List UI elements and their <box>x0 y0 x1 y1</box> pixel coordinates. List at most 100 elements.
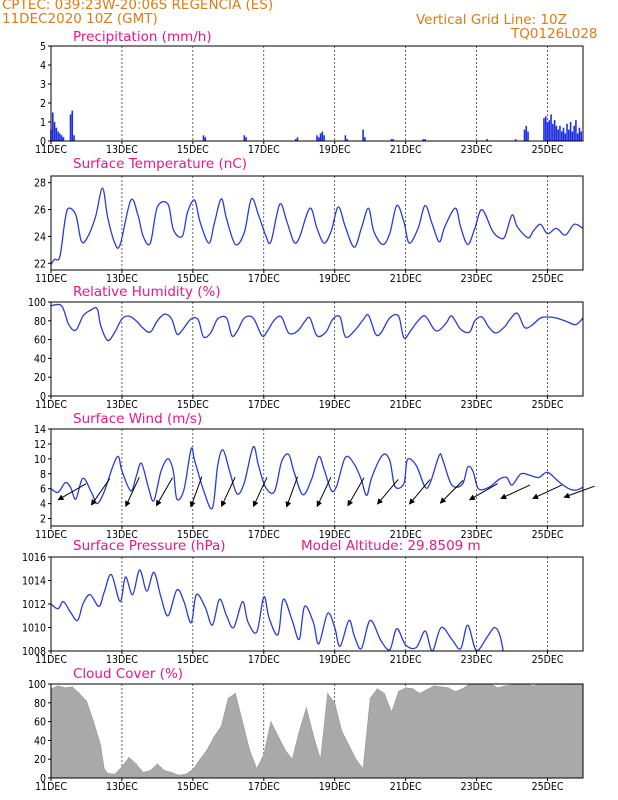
precip-bar <box>544 116 547 141</box>
relative-humidity-xtick-label: 23DEC <box>461 399 493 411</box>
wind-arrow <box>316 476 332 508</box>
precip-bar <box>523 129 526 141</box>
surface-wind-xtick-label: 25DEC <box>532 529 564 541</box>
surface-pressure-xtick-label: 19DEC <box>319 654 351 666</box>
surface-wind-ytick-label: 12 <box>34 439 46 451</box>
relative-humidity-ytick-label: 100 <box>28 297 46 309</box>
cloud-cover-xtick-label: 19DEC <box>319 781 351 793</box>
cloud-cover-point <box>100 744 102 746</box>
cloud-cover-point <box>185 773 187 775</box>
relative-humidity-xtick-label: 13DEC <box>106 399 138 411</box>
relative-humidity-xtick-label: 25DEC <box>532 399 564 411</box>
cloud-cover-xtick-label: 13DEC <box>106 781 138 793</box>
surface-wind-xtick-label: 23DEC <box>461 529 493 541</box>
header-grid-note: Vertical Grid Line: 10Z <box>416 12 567 28</box>
precip-bar <box>392 139 395 141</box>
surface-wind-xtick-label: 19DEC <box>319 529 351 541</box>
precipitation-xtick-label: 17DEC <box>248 144 280 156</box>
cloud-cover-point <box>220 725 222 727</box>
surface-temperature-xtick-label: 23DEC <box>461 273 493 285</box>
precip-bar <box>486 139 489 141</box>
cloud-cover-point <box>227 697 229 699</box>
precip-bar <box>294 139 297 141</box>
cloud-cover-point <box>142 771 144 773</box>
wind-arrow <box>285 476 299 508</box>
cloud-cover-point <box>291 758 293 760</box>
cloud-cover-point <box>405 687 407 689</box>
relative-humidity-ytick-label: 20 <box>34 372 46 384</box>
precipitation-ytick-label: 1 <box>40 117 46 129</box>
cloud-cover-ytick-label: 0 <box>40 773 46 785</box>
precipitation-title: Precipitation (mm/h) <box>73 29 212 45</box>
cloud-cover-point <box>234 692 237 695</box>
cloud-cover-point <box>192 768 194 771</box>
cloud-cover-point <box>71 686 73 688</box>
precip-bar <box>316 135 318 141</box>
relative-humidity-line <box>50 303 584 342</box>
surface-temperature-xtick-label: 21DEC <box>390 273 422 285</box>
surface-pressure-xtick-label: 25DEC <box>532 654 564 666</box>
cloud-cover-point <box>206 749 208 751</box>
surface-wind-xtick-label: 13DEC <box>106 529 138 541</box>
surface-wind-ytick-label: 14 <box>34 424 46 436</box>
precip-bar <box>51 112 54 141</box>
surface-temperature-xtick-label: 19DEC <box>319 273 351 285</box>
header-model-code: TQ0126L028 <box>511 26 598 42</box>
precip-bar <box>573 125 575 141</box>
surface-pressure-frame <box>50 556 584 652</box>
precip-bar <box>552 123 554 141</box>
precip-bar <box>390 139 393 141</box>
precipitation-ytick-label: 0 <box>40 136 46 148</box>
precipitation-ytick-label: 5 <box>40 41 46 53</box>
surface-temperature-ytick-label: 22 <box>34 258 46 270</box>
surface-pressure-xtick-label: 13DEC <box>106 654 138 666</box>
precip-bar <box>296 137 299 141</box>
cloud-cover-xtick-label: 23DEC <box>461 781 493 793</box>
cloud-cover-ytick-label: 40 <box>34 735 46 747</box>
surface-wind-line <box>50 445 584 510</box>
surface-temperature-line <box>50 187 584 265</box>
cloud-cover-point <box>419 692 421 695</box>
precip-bar <box>578 127 581 141</box>
precip-bar <box>569 122 572 141</box>
wind-arrow <box>252 476 268 508</box>
surface-temperature-xtick-label: 15DEC <box>177 273 209 285</box>
surface-pressure-title: Surface Pressure (hPa) <box>73 538 226 554</box>
cloud-cover-point <box>213 736 215 738</box>
precipitation-xtick-label: 19DEC <box>319 144 351 156</box>
wind-arrow <box>90 478 111 506</box>
relative-humidity-ytick-label: 80 <box>34 316 46 328</box>
cloud-cover-point <box>78 692 80 695</box>
cloud-cover-ytick-label: 100 <box>28 679 46 691</box>
precip-bar <box>344 135 347 141</box>
surface-wind-ytick-label: 10 <box>34 454 46 466</box>
cloud-cover-ytick-label: 60 <box>34 717 46 729</box>
cloud-cover-point <box>341 730 343 732</box>
surface-temperature-xtick-label: 13DEC <box>106 273 138 285</box>
cloud-cover-xtick-label: 15DEC <box>177 781 209 793</box>
relative-humidity-xtick-label: 11DEC <box>35 399 67 411</box>
cloud-cover-point <box>64 687 66 689</box>
relative-humidity-ytick-label: 40 <box>34 353 46 365</box>
cloud-cover-point <box>178 774 180 776</box>
header-datetime: 11DEC2020 10Z (GMT) <box>2 11 158 27</box>
cloud-cover-point <box>312 735 315 737</box>
relative-humidity-ytick-label: 0 <box>40 391 46 403</box>
wind-arrow <box>57 483 87 501</box>
precip-bar <box>243 135 246 141</box>
wind-arrow <box>220 476 236 508</box>
cloud-cover-panel: Cloud Cover (%) 0 20 40 60 80 100 11DEC 13DEC 15D… <box>28 666 584 793</box>
precip-bar <box>245 137 247 141</box>
precip-bar <box>562 127 565 141</box>
precipitation-ytick-label: 3 <box>40 79 46 91</box>
cloud-cover-point <box>447 687 449 689</box>
cloud-cover-point <box>103 768 105 770</box>
precip-bar <box>514 139 517 141</box>
precip-bar <box>571 131 574 141</box>
precip-bar <box>424 139 426 141</box>
surface-pressure-line <box>50 569 504 652</box>
surface-wind-title: Surface Wind (m/s) <box>73 411 202 427</box>
wind-arrow <box>439 480 464 504</box>
surface-wind-ytick-label: 6 <box>40 484 46 496</box>
precip-bar <box>576 133 579 141</box>
